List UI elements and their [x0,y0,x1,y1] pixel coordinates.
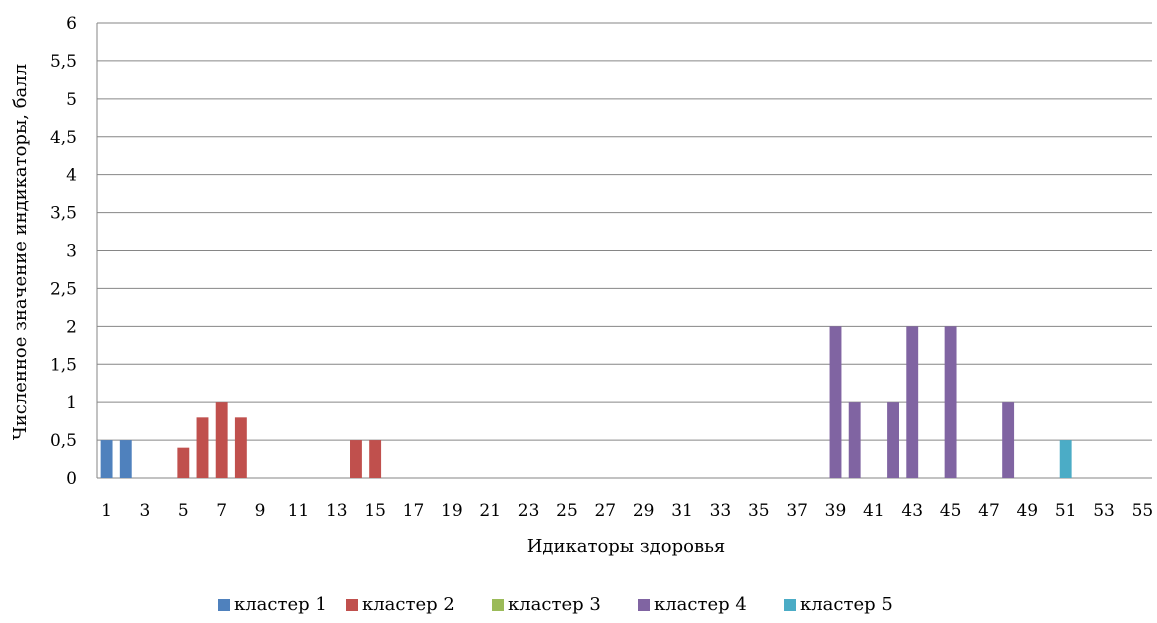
x-tick-label: 13 [326,501,348,521]
x-tick-label: 47 [978,501,1000,521]
legend-swatch [784,599,796,611]
bar [350,440,362,478]
x-tick-label: 35 [748,501,770,521]
bar [177,447,190,478]
x-tick-label: 31 [671,501,693,521]
x-tick-label: 23 [518,501,540,521]
y-tick-label: 6 [66,14,77,34]
y-tick-label: 4 [66,166,77,186]
x-tick-label: 3 [140,501,151,521]
x-tick-label: 53 [1093,501,1115,521]
y-tick-label: 1,5 [50,355,77,375]
y-tick-label: 2,5 [50,279,77,299]
y-tick-label: 0 [66,469,77,489]
x-tick-label: 51 [1055,501,1077,521]
bar [829,326,842,478]
x-tick-label: 7 [216,501,227,521]
x-tick-label: 17 [403,501,425,521]
y-tick-label: 4,5 [50,128,77,148]
legend-label: кластер 3 [508,594,601,615]
y-tick-label: 5 [66,90,77,110]
legend-label: кластер 4 [654,594,747,615]
bar [100,440,113,478]
x-tick-label: 19 [441,501,463,521]
bar [234,417,247,478]
y-tick-labels: 0 0,5 1 1,5 2 2,5 3 3,5 4 4,5 5 5,5 6 [50,14,77,489]
bar [196,417,209,478]
bar [906,326,919,478]
x-tick-label: 9 [255,501,266,521]
y-tick-label: 2 [66,317,77,337]
x-tick-label: 43 [901,501,923,521]
x-tick-label: 37 [786,501,808,521]
legend: кластер 1 кластер 2 кластер 3 кластер 4 клас… [218,594,893,615]
x-tick-label: 49 [1016,501,1038,521]
x-tick-label: 55 [1132,501,1154,521]
y-tick-label: 5,5 [50,52,77,72]
legend-swatch [218,599,230,611]
x-tick-label: 39 [825,501,847,521]
x-tick-label: 25 [556,501,578,521]
bar [887,402,899,478]
x-tick-label: 27 [594,501,616,521]
y-tick-label: 0,5 [50,431,77,451]
bar [119,440,132,478]
x-tick-label: 33 [710,501,732,521]
y-tick-label: 3,5 [50,204,77,224]
legend-swatch [638,599,650,611]
bar [1059,440,1072,478]
x-tick-label: 45 [940,501,962,521]
bar [848,402,861,478]
x-tick-label: 11 [288,501,310,521]
bars [100,326,1072,478]
bar [369,440,382,478]
bar [944,326,957,478]
y-axis-title: Численное значение индикаторы, балл [10,64,31,440]
x-tick-labels: 1 3 5 7 9 11 13 15 17 19 21 23 25 27 29 31 33 35 37 39 41 43 4… [101,501,1153,521]
legend-label: кластер 1 [234,594,327,615]
y-tick-label: 3 [66,242,77,262]
bar [1002,402,1015,478]
legend-label: кластер 2 [362,594,455,615]
x-axis-title: Идикаторы здоровья [527,536,726,557]
legend-swatch [492,599,504,611]
x-tick-label: 29 [633,501,655,521]
gridlines [96,22,1152,479]
x-tick-label: 41 [863,501,885,521]
bar [215,402,228,478]
legend-label: кластер 5 [800,594,893,615]
x-tick-label: 1 [101,501,112,521]
x-tick-label: 15 [364,501,386,521]
x-tick-label: 5 [178,501,189,521]
legend-swatch [346,599,358,611]
y-tick-label: 1 [66,393,77,413]
x-tick-label: 21 [479,501,501,521]
